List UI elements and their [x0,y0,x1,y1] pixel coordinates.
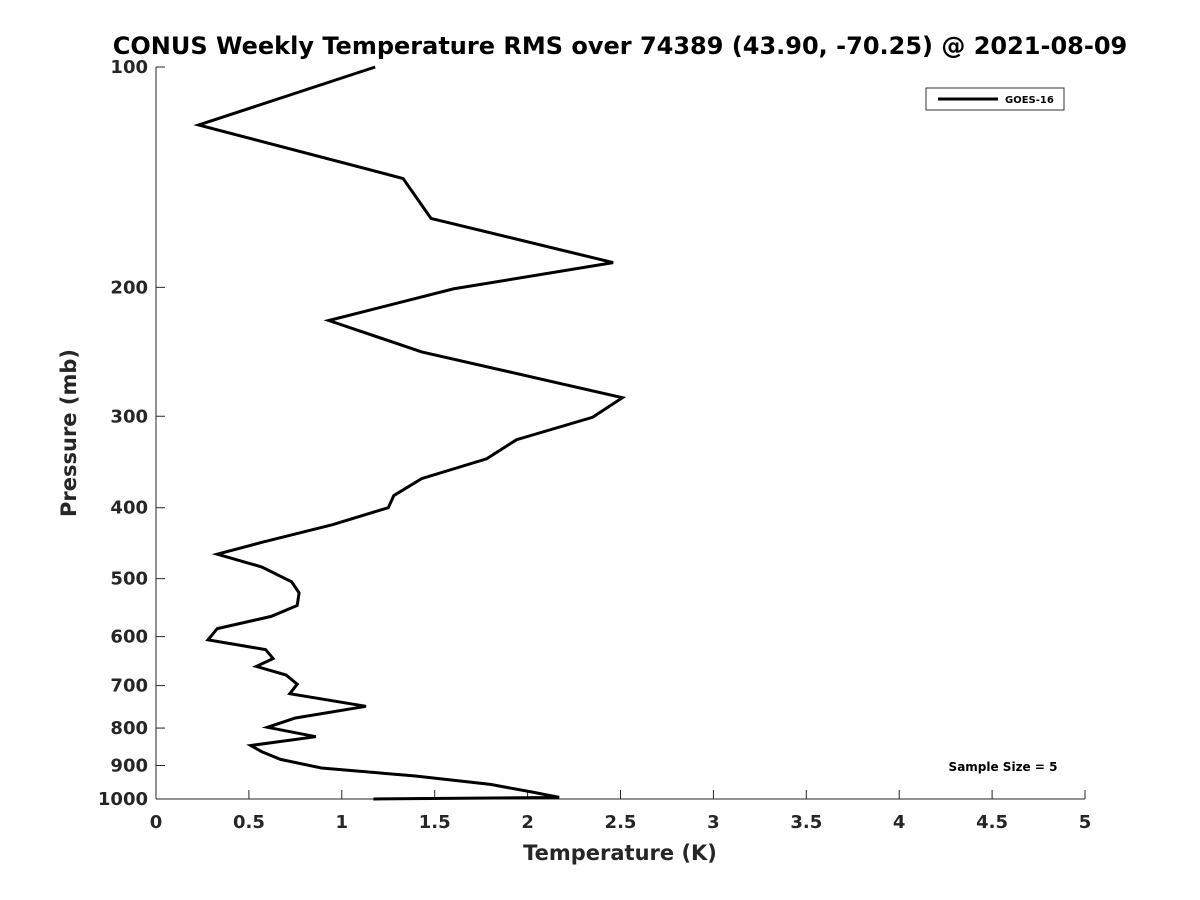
plot-area [156,67,1085,799]
y-tick-label: 400 [110,498,148,519]
y-tick-label: 600 [110,627,148,648]
x-tick-label: 5 [1079,812,1092,833]
x-tick-label: 3.5 [790,812,822,833]
x-tick-label: 2.5 [605,812,637,833]
legend: GOES-16 [925,87,1065,111]
series-line-goes-16 [193,65,627,801]
y-tick-label: 800 [110,718,148,739]
sample-size-annotation: Sample Size = 5 [949,760,1058,774]
y-axis-label: Pressure (mb) [57,349,81,517]
y-tick-label: 1000 [98,789,148,810]
legend-label: GOES-16 [1005,95,1054,106]
x-axis: 0 0.5 1 1.5 2 2.5 3 3.5 4 4.5 5 [150,790,1092,833]
x-tick-label: 1 [336,812,349,833]
y-tick-label: 300 [110,406,148,427]
x-tick-label: 1.5 [419,812,451,833]
x-tick-label: 0.5 [233,812,265,833]
x-tick-label: 3 [707,812,720,833]
x-tick-label: 0 [150,812,163,833]
x-tick-label: 4 [893,812,906,833]
x-axis-label: Temperature (K) [523,841,717,865]
x-tick-label: 2 [521,812,534,833]
y-tick-label: 100 [110,57,148,78]
y-tick-label: 500 [110,569,148,590]
y-axis: 100 200 300 400 500 600 700 800 900 1000 [98,57,165,810]
x-tick-label: 4.5 [976,812,1008,833]
y-tick-label: 900 [110,756,148,777]
series-layer [193,65,627,801]
y-tick-label: 700 [110,676,148,697]
y-tick-label: 200 [110,277,148,298]
chart-title: CONUS Weekly Temperature RMS over 74389 … [113,32,1127,60]
